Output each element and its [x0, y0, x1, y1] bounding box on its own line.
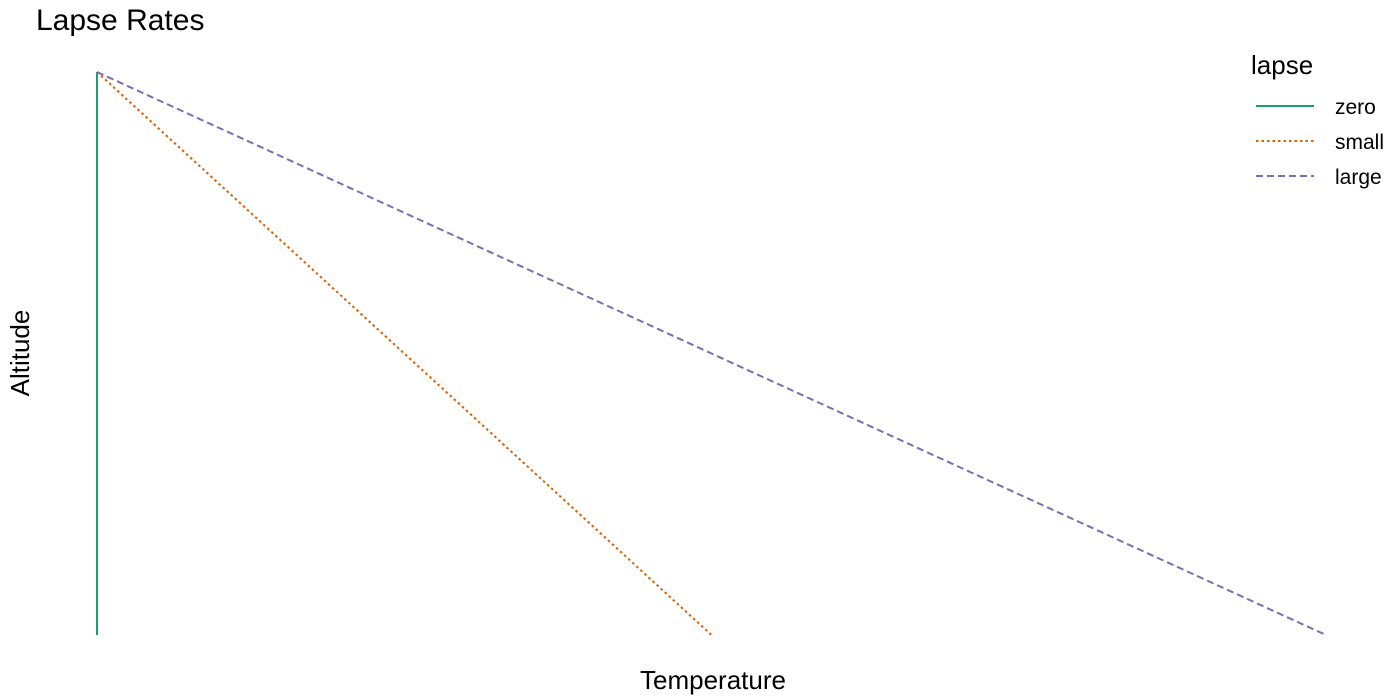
legend-label-zero: zero [1335, 96, 1376, 119]
series-line-small [96, 71, 713, 636]
x-axis-label: Temperature [640, 665, 786, 695]
chart-title: Lapse Rates [36, 4, 205, 37]
legend-label-small: small [1335, 131, 1385, 154]
series-line-large [96, 71, 1327, 636]
legend-title: lapse [1251, 50, 1314, 80]
legend-label-large: large [1335, 166, 1382, 189]
